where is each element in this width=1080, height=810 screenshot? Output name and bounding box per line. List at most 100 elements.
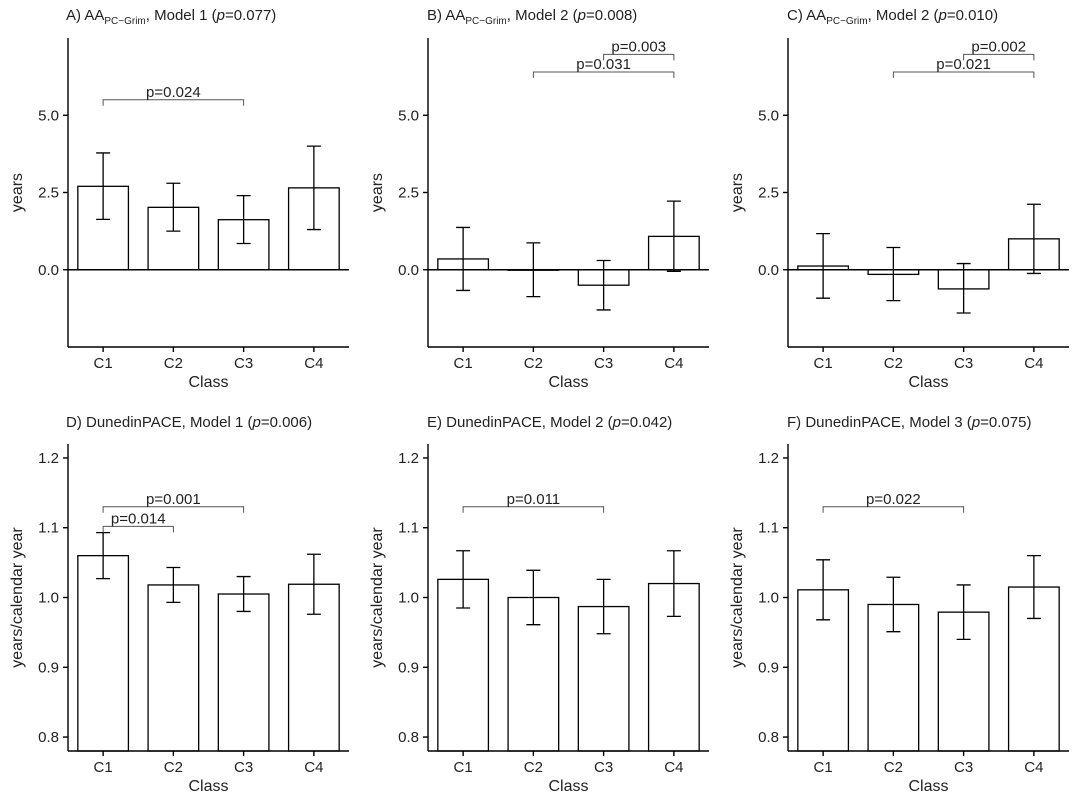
- significance-label: p=0.011: [507, 491, 561, 508]
- y-axis-title: years: [9, 173, 26, 212]
- significance-label: p=0.021: [936, 56, 991, 73]
- x-axis-title: Class: [188, 778, 228, 795]
- x-tick-label: C4: [1024, 759, 1043, 776]
- significance-label: p=0.003: [611, 38, 666, 55]
- panel-title: B) AAPC−Grim, Model 2 (p=0.008): [427, 7, 637, 27]
- x-tick-label: C1: [94, 759, 113, 776]
- y-tick-label: 5.0: [398, 107, 419, 124]
- error-bar-c2: [526, 569, 541, 626]
- x-tick-label: C4: [304, 759, 323, 776]
- error-bar-c1: [456, 550, 471, 609]
- error-bar-c1: [816, 559, 831, 621]
- error-bar-c4: [1026, 554, 1041, 620]
- significance-bracket: [892, 71, 1035, 78]
- y-tick-label: 1.0: [38, 590, 59, 607]
- y-tick-label: 2.5: [758, 185, 779, 202]
- y-tick-label: 0.0: [38, 262, 59, 279]
- x-tick-label: C1: [814, 759, 833, 776]
- x-axis-title: Class: [548, 778, 588, 795]
- significance-bracket: [822, 506, 965, 513]
- error-bar-c2: [886, 246, 901, 302]
- y-tick-label: 1.2: [398, 450, 419, 467]
- x-tick-label: C2: [524, 759, 543, 776]
- significance-label: p=0.031: [576, 56, 631, 73]
- error-bar-c4: [666, 200, 681, 272]
- error-bar-c1: [816, 232, 831, 299]
- panel-title: A) AAPC−Grim, Model 1 (p=0.077): [66, 7, 276, 27]
- y-tick-label: 0.9: [38, 659, 59, 676]
- y-axis-title: years: [729, 173, 746, 212]
- y-tick-label: 1.0: [398, 590, 419, 607]
- x-tick-label: C4: [664, 759, 683, 776]
- panel-a: A) AAPC−Grim, Model 1 (p=0.077) 0.0 2.5 5.0…: [9, 7, 349, 391]
- bar-c2: [147, 584, 200, 752]
- significance-label: p=0.002: [971, 38, 1026, 55]
- significance-bracket: [462, 506, 605, 513]
- y-tick-label: 1.2: [38, 450, 59, 467]
- x-tick-label: C1: [454, 355, 473, 372]
- x-tick-label: C1: [814, 355, 833, 372]
- error-bar-c4: [1026, 203, 1041, 275]
- y-tick-label: 2.5: [38, 185, 59, 202]
- error-bar-c2: [886, 576, 901, 633]
- significance-label: p=0.014: [111, 510, 166, 527]
- error-bar-c2: [166, 566, 181, 604]
- panel-f: F) DunedinPACE, Model 3 (p=0.075) 0.8 0.9 1…: [729, 414, 1069, 795]
- y-tick-label: 1.1: [398, 520, 419, 537]
- significance-bracket: [532, 71, 675, 78]
- x-tick-label: C3: [954, 355, 973, 372]
- error-bar-c1: [96, 152, 111, 221]
- x-tick-label: C1: [454, 759, 473, 776]
- x-tick-label: C3: [234, 355, 253, 372]
- x-axis-title: Class: [908, 778, 948, 795]
- x-tick-label: C3: [594, 759, 613, 776]
- error-bar-c3: [236, 194, 251, 245]
- y-tick-label: 0.0: [758, 262, 779, 279]
- error-bar-c3: [236, 575, 251, 613]
- error-bar-c4: [306, 553, 321, 615]
- error-bar-c4: [306, 145, 321, 231]
- y-tick-label: 0.8: [38, 729, 59, 746]
- error-bar-c3: [596, 259, 611, 311]
- error-bar-c3: [956, 584, 971, 641]
- x-tick-label: C1: [94, 355, 113, 372]
- x-tick-label: C2: [164, 355, 183, 372]
- bar-c1: [77, 554, 130, 752]
- significance-bracket: [963, 53, 1035, 61]
- y-tick-label: 0.9: [398, 659, 419, 676]
- y-tick-label: 1.1: [758, 520, 779, 537]
- significance-bracket: [102, 99, 245, 106]
- significance-label: p=0.022: [866, 491, 921, 508]
- significance-bracket: [102, 506, 245, 513]
- error-bar-c1: [456, 226, 471, 292]
- y-tick-label: 2.5: [398, 185, 419, 202]
- y-axis-title: years/calendar year: [369, 527, 386, 668]
- y-tick-label: 0.8: [758, 729, 779, 746]
- y-tick-label: 5.0: [38, 107, 59, 124]
- error-bar-c4: [666, 550, 681, 617]
- panel-e: E) DunedinPACE, Model 2 (p=0.042) 0.8 0.9 1…: [369, 414, 709, 795]
- x-axis-title: Class: [908, 374, 948, 391]
- error-bar-c3: [596, 578, 611, 635]
- error-bar-c1: [96, 531, 111, 580]
- x-axis-title: Class: [188, 374, 228, 391]
- x-tick-label: C3: [954, 759, 973, 776]
- x-tick-label: C4: [304, 355, 323, 372]
- y-tick-label: 5.0: [758, 107, 779, 124]
- panel-b: B) AAPC−Grim, Model 2 (p=0.008) 0.0 2.5 5.0…: [369, 7, 709, 391]
- significance-label: p=0.001: [146, 491, 201, 508]
- panel-title: F) DunedinPACE, Model 3 (p=0.075): [787, 414, 1031, 431]
- x-tick-label: C2: [884, 759, 903, 776]
- x-axis-title: Class: [548, 374, 588, 391]
- y-axis-title: years: [369, 173, 386, 212]
- x-tick-label: C2: [524, 355, 543, 372]
- y-tick-label: 1.1: [38, 520, 59, 537]
- significance-bracket: [603, 53, 675, 61]
- panel-title: E) DunedinPACE, Model 2 (p=0.042): [427, 414, 672, 431]
- x-tick-label: C2: [164, 759, 183, 776]
- x-tick-label: C3: [234, 759, 253, 776]
- y-tick-label: 0.9: [758, 659, 779, 676]
- y-tick-label: 0.8: [398, 729, 419, 746]
- y-tick-label: 0.0: [398, 262, 419, 279]
